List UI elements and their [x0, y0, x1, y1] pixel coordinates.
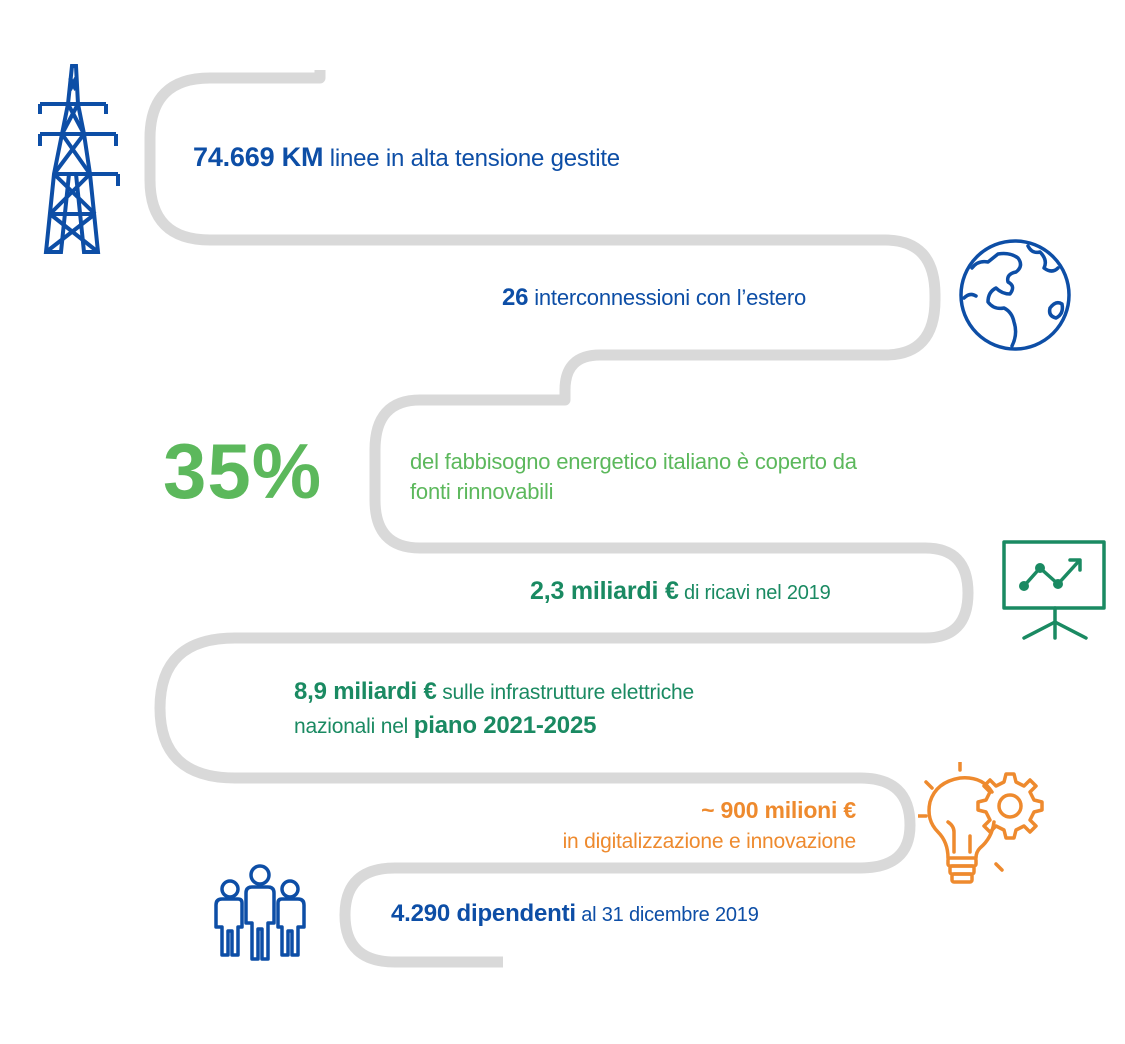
presentation-chart-icon	[1002, 540, 1106, 640]
pylon-icon	[38, 64, 120, 254]
stat-employees-text: al 31 dicembre 2019	[575, 904, 759, 926]
stat-digital: ~ 900 milioni € in digitalizzazione e in…	[466, 795, 857, 857]
globe-icon	[959, 239, 1071, 351]
stat-interconnections-text: interconnessioni con l’estero	[528, 285, 807, 310]
stat-revenue-value: 2,3 miliardi €	[530, 577, 679, 605]
people-icon	[214, 864, 306, 961]
stat-investment-text1: sulle infrastrutture elettriche	[436, 681, 694, 704]
stat-lines-value: 74.669 KM	[193, 142, 324, 172]
stat-lines-text: linee in alta tensione gestite	[323, 145, 620, 172]
stat-renewables-line2: fonti rinnovabili	[410, 479, 554, 504]
stat-investment-plan: piano 2021-2025	[413, 712, 597, 739]
lightbulb-gear-icon	[918, 762, 1044, 884]
stat-investment: 8,9 miliardi € sulle infrastrutture elet…	[294, 675, 894, 743]
stat-renewables: del fabbisogno energetico italiano è cop…	[410, 447, 1010, 507]
stat-interconnections-value: 26	[502, 284, 529, 311]
stat-renewables-line1: del fabbisogno energetico italiano è cop…	[410, 449, 857, 474]
stat-renewables-percent: 35%	[163, 427, 323, 515]
stat-digital-text: in digitalizzazione e innovazione	[562, 830, 857, 853]
stat-investment-text2: nazionali nel	[294, 715, 414, 738]
stat-revenue-text: di ricavi nel 2019	[678, 582, 831, 604]
stat-employees-value: 4.290 dipendenti	[391, 900, 576, 927]
stat-investment-value: 8,9 miliardi €	[294, 678, 437, 705]
stat-digital-value: ~ 900 milioni €	[701, 797, 856, 823]
stat-lines: 74.669 KM linee in alta tensione gestite	[193, 142, 620, 173]
stat-employees: 4.290 dipendenti al 31 dicembre 2019	[391, 900, 759, 928]
stat-interconnections: 26 interconnessioni con l’estero	[502, 284, 806, 312]
stat-revenue: 2,3 miliardi € di ricavi nel 2019	[530, 577, 831, 606]
